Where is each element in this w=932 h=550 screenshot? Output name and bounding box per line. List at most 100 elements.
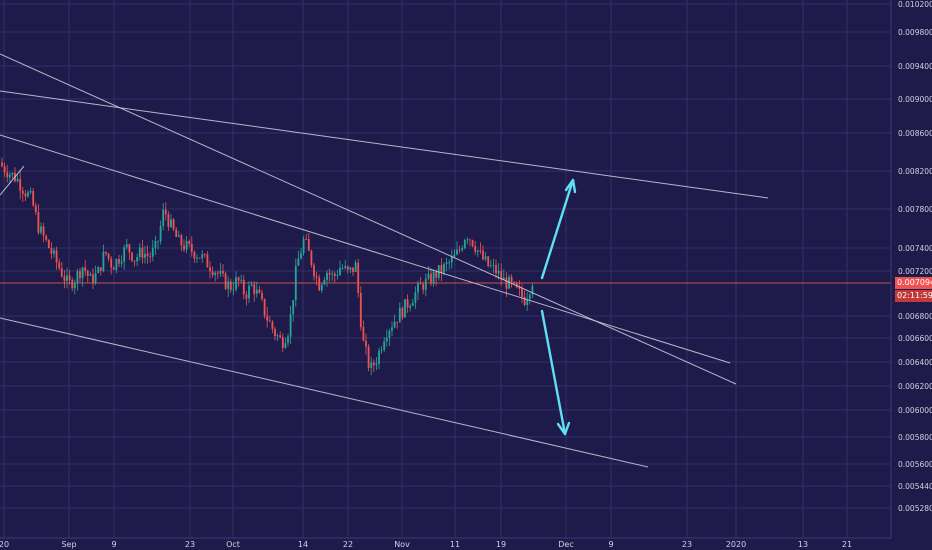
- candle-body: [445, 262, 448, 264]
- candle-body: [463, 240, 466, 249]
- candle-body: [136, 256, 139, 262]
- candle-body: [294, 265, 297, 301]
- candle-body: [513, 281, 516, 283]
- candle-body: [484, 256, 487, 260]
- price-axis[interactable]: 0.010200 0.009800 0.009400 0.009000 0.008600…: [898, 0, 932, 513]
- candle-body: [92, 274, 94, 284]
- time-axis[interactable]: 20 Sep 9 23 Oct 14 22 Nov 11 19 Dec 9 23 2020 13 21: [0, 540, 852, 549]
- candle-body: [422, 284, 425, 290]
- candle-body: [8, 174, 11, 178]
- y-tick-label: 0.005800: [898, 433, 932, 442]
- candle-body: [141, 247, 144, 258]
- candle-body: [240, 279, 243, 281]
- candle-body: [404, 299, 406, 318]
- candle-body: [365, 340, 367, 347]
- candle-body: [55, 250, 58, 263]
- candle-body: [255, 289, 258, 294]
- candle-body: [115, 259, 118, 270]
- y-tick-label: 0.005280: [898, 504, 932, 513]
- candle-body: [261, 292, 263, 299]
- candle-body: [229, 281, 232, 290]
- candle-body: [196, 257, 198, 259]
- trendline[interactable]: [0, 317, 649, 468]
- candle-body: [479, 250, 482, 252]
- candle-body: [476, 250, 479, 252]
- candle-body: [123, 247, 126, 262]
- candle-body: [110, 258, 113, 268]
- candle-body: [164, 209, 167, 215]
- candle-body: [528, 294, 531, 300]
- x-tick-label: 21: [842, 540, 852, 549]
- candle-body: [268, 320, 271, 322]
- candle-body: [310, 250, 313, 266]
- candle-body: [357, 262, 360, 293]
- candle-body: [76, 271, 79, 283]
- candle-body: [172, 219, 175, 230]
- candle-body: [284, 342, 287, 348]
- y-tick-label: 0.006000: [898, 406, 932, 415]
- candle-body: [50, 248, 53, 254]
- candle-body: [372, 362, 375, 366]
- candle-body: [227, 281, 230, 289]
- candle-body: [58, 262, 61, 269]
- candle-body: [326, 272, 328, 280]
- x-tick-label: 20: [0, 540, 9, 549]
- candle-body: [73, 282, 76, 289]
- trendlines[interactable]: [0, 53, 769, 468]
- candle-body: [198, 257, 201, 259]
- down-arrow-head[interactable]: [556, 421, 571, 436]
- candle-body: [6, 172, 9, 178]
- candle-body: [323, 279, 326, 285]
- candle-body: [362, 326, 365, 341]
- candle-body: [424, 278, 427, 290]
- candle-body: [505, 277, 508, 289]
- candle-body: [138, 247, 141, 257]
- candle-body: [443, 263, 445, 273]
- candle-body: [190, 243, 193, 252]
- trendline[interactable]: [0, 165, 25, 196]
- candle-body: [63, 276, 66, 281]
- candle-body: [154, 241, 157, 248]
- x-tick-label: Oct: [226, 540, 240, 549]
- candle-body: [86, 270, 89, 276]
- candle-body: [341, 267, 344, 269]
- candle-body: [146, 253, 149, 257]
- candle-body: [177, 235, 180, 237]
- down-arrow-shaft[interactable]: [540, 309, 567, 436]
- candle-body: [32, 191, 35, 206]
- up-arrow-head[interactable]: [564, 178, 577, 194]
- projection-arrows[interactable]: [540, 178, 577, 436]
- candle-body: [320, 284, 323, 291]
- candle-body: [167, 214, 170, 227]
- candle-body: [162, 209, 165, 227]
- candle-body: [37, 212, 40, 233]
- candle-body: [125, 244, 128, 248]
- candle-body: [336, 275, 339, 276]
- candle-body: [469, 239, 471, 241]
- candle-body: [224, 273, 227, 289]
- candle-body: [71, 279, 74, 289]
- candle-body: [289, 314, 292, 337]
- candle-body: [151, 247, 154, 257]
- candle-body: [211, 271, 214, 276]
- trendline[interactable]: [0, 90, 769, 199]
- candle-body: [206, 254, 209, 268]
- candle-body: [302, 238, 305, 254]
- trendline[interactable]: [0, 134, 731, 364]
- candle-body: [201, 254, 204, 259]
- candle-body: [414, 292, 417, 303]
- candle-body: [495, 264, 497, 274]
- candle-body: [53, 250, 55, 254]
- candle-body: [388, 330, 391, 338]
- candle-body: [237, 277, 240, 281]
- candle-body: [531, 286, 534, 295]
- x-tick-label: 2020: [726, 540, 746, 549]
- trendline[interactable]: [0, 53, 737, 385]
- candle-body: [81, 267, 84, 279]
- candle-body: [175, 229, 178, 237]
- up-arrow-shaft[interactable]: [540, 178, 575, 280]
- candle-body: [300, 253, 302, 259]
